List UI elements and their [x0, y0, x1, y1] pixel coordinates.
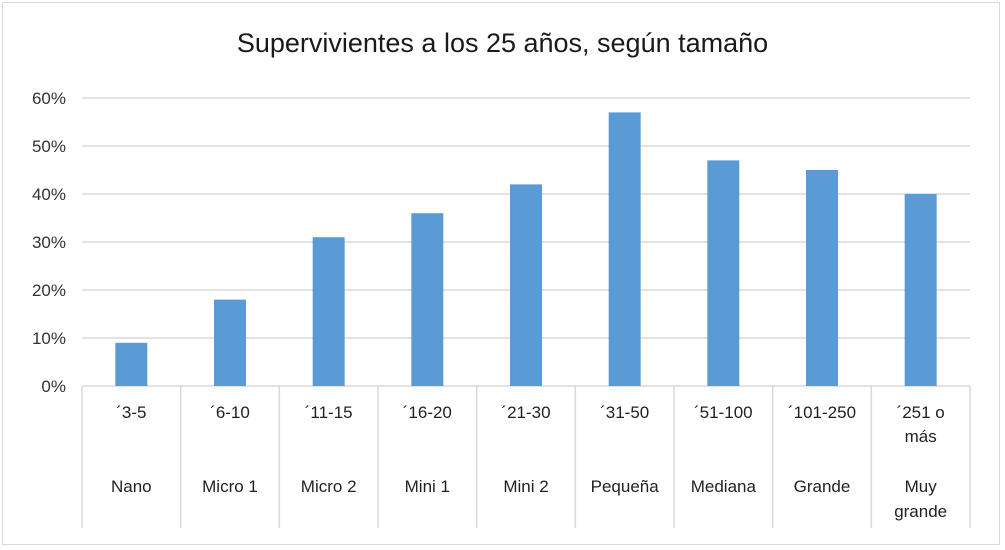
y-tick-label: 20%: [32, 281, 66, 300]
category-range: ´101-250: [788, 403, 856, 422]
category-label: Micro 1: [202, 477, 258, 496]
category-range: ´3-5: [116, 403, 146, 422]
bar-grande: [806, 170, 838, 386]
category-range: ´11-15: [305, 403, 353, 422]
y-tick-label: 0%: [41, 377, 66, 396]
bar-muy-grande: [904, 194, 937, 386]
category-label: Grande: [794, 477, 851, 496]
bar-micro-2: [312, 237, 345, 386]
y-tick-label: 50%: [32, 137, 66, 156]
category-label: Mini 2: [503, 477, 548, 496]
bar-mediana: [707, 160, 740, 386]
bar-pequeña: [608, 112, 641, 387]
bar-nano: [115, 342, 148, 386]
category-range: ´16-20: [403, 403, 452, 422]
y-tick-label: 60%: [32, 89, 66, 108]
category-range: ´31-50: [600, 403, 649, 422]
y-tick-label: 10%: [32, 329, 66, 348]
y-tick-label: 40%: [32, 185, 66, 204]
category-range: ´6-10: [210, 403, 250, 422]
chart-title: Supervivientes a los 25 años, según tama…: [236, 28, 769, 58]
category-label: Muy: [905, 477, 938, 496]
category-range-cont: más: [905, 427, 937, 446]
category-label-cont: grande: [894, 502, 947, 521]
category-range: ´51-100: [694, 403, 753, 422]
category-label: Mini 1: [405, 477, 450, 496]
bar-mini-2: [510, 184, 542, 386]
bar-mini-1: [411, 213, 444, 386]
category-label: Mediana: [691, 477, 757, 496]
category-range: ´251 o: [897, 403, 945, 422]
category-label: Pequeña: [591, 477, 660, 496]
category-label: Nano: [111, 477, 152, 496]
y-tick-label: 30%: [32, 233, 66, 252]
bar-micro-1: [214, 299, 246, 386]
category-label: Micro 2: [301, 477, 357, 496]
category-range: ´21-30: [501, 403, 550, 422]
